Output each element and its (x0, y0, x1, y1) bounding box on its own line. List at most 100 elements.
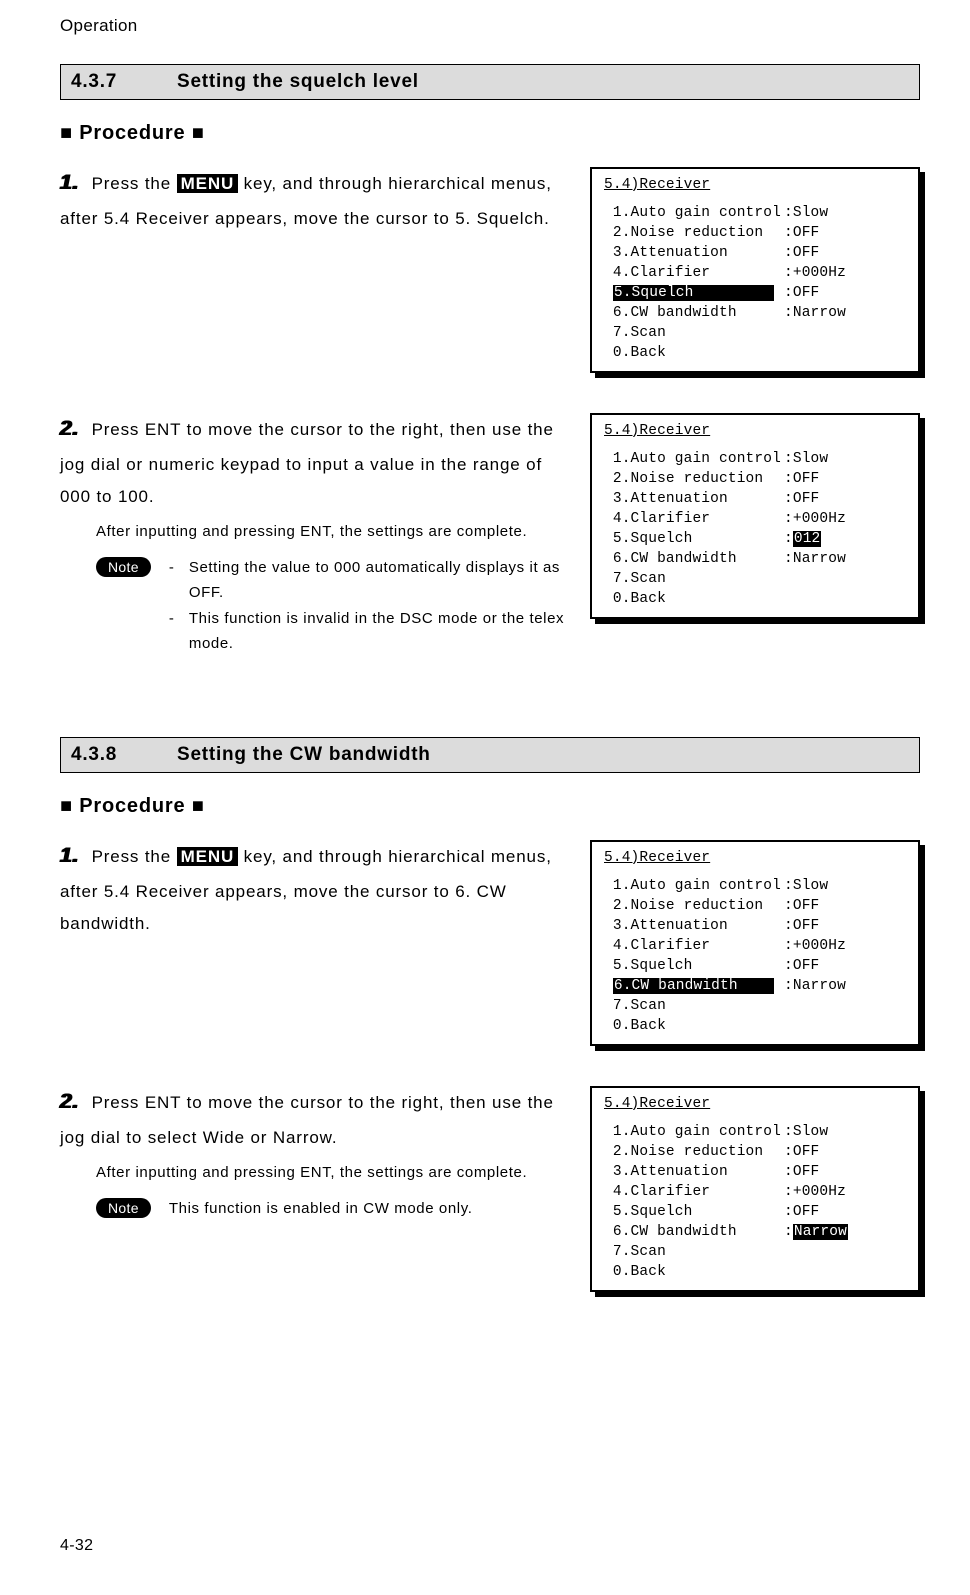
receiver-screen: 5.4)Receiver 1.Auto gain control:Slow 2.… (590, 413, 920, 619)
screen-row: 0.Back (604, 343, 906, 363)
screen-row-value: Narrow (793, 976, 906, 996)
screen-row-value: OFF (793, 243, 906, 263)
step-number: 2. (60, 409, 86, 449)
screen-row-label: 5.Squelch (604, 1202, 784, 1222)
note-row: Note -Setting the value to 000 automatic… (96, 555, 566, 657)
menu-key: MENU (177, 847, 238, 866)
screen-row-label: 1.Auto gain control (604, 1122, 784, 1142)
screen-row-value: OFF (793, 956, 906, 976)
screen-row-value: OFF (793, 1162, 906, 1182)
screen-row-colon: : (784, 1182, 793, 1202)
receiver-screen: 5.4)Receiver 1.Auto gain control:Slow 2.… (590, 167, 920, 373)
screen-row-value: Narrow (793, 303, 906, 323)
step-number: 1. (60, 163, 86, 203)
screen-row-colon: : (784, 1202, 793, 1222)
screen-row-label: 6.CW bandwidth (604, 976, 784, 996)
step-number: 2. (60, 1082, 86, 1122)
step-text: 1. Press the MENU key, and through hiera… (60, 163, 590, 235)
screen-row-colon: : (784, 936, 793, 956)
screen-row-label: 7.Scan (604, 323, 784, 343)
screen-row-value: +000Hz (793, 509, 906, 529)
screen-row-colon: : (784, 449, 793, 469)
note-body: This function is enabled in CW mode only… (169, 1196, 473, 1222)
screen-row: 6.CW bandwidth:Narrow (604, 1222, 906, 1242)
screen-row: 4.Clarifier:+000Hz (604, 263, 906, 283)
menu-key: MENU (177, 174, 238, 193)
step-text: 2. Press ENT to move the cursor to the r… (60, 409, 590, 657)
screen-row-colon: : (784, 1222, 793, 1242)
screen-row-label: 4.Clarifier (604, 1182, 784, 1202)
screen-row-colon: : (784, 303, 793, 323)
screen-row: 1.Auto gain control:Slow (604, 203, 906, 223)
screen-row-label: 1.Auto gain control (604, 203, 784, 223)
step-text-body: Press ENT to move the cursor to the righ… (60, 420, 554, 506)
screen-row-label: 2.Noise reduction (604, 896, 784, 916)
screen-row: 7.Scan (604, 569, 906, 589)
section-number: 4.3.7 (71, 71, 171, 93)
step-text-body: Press ENT to move the cursor to the righ… (60, 1093, 554, 1147)
screen-row: 3.Attenuation:OFF (604, 243, 906, 263)
screen-row: 4.Clarifier:+000Hz (604, 509, 906, 529)
screen-row-value: OFF (793, 896, 906, 916)
screen-row-value: Slow (793, 203, 906, 223)
bullet-dash: - (169, 606, 189, 657)
screen-row-label: 3.Attenuation (604, 489, 784, 509)
screen-row: 2.Noise reduction:OFF (604, 896, 906, 916)
screen-row-colon: : (784, 243, 793, 263)
screen-row-label: 7.Scan (604, 569, 784, 589)
screen-row: 4.Clarifier:+000Hz (604, 1182, 906, 1202)
screen-row-value: Slow (793, 876, 906, 896)
screen-row-value: Narrow (793, 549, 906, 569)
screen-row-label: 2.Noise reduction (604, 469, 784, 489)
step-instruction: 2. Press ENT to move the cursor to the r… (60, 1082, 566, 1154)
note-line: This function is enabled in CW mode only… (169, 1200, 473, 1217)
screen-row: 0.Back (604, 1262, 906, 1282)
screen-row-label: 7.Scan (604, 996, 784, 1016)
screen-row-label: 4.Clarifier (604, 936, 784, 956)
receiver-screen-inner: 5.4)Receiver 1.Auto gain control:Slow 2.… (590, 413, 920, 619)
screen-row-colon: : (784, 956, 793, 976)
screen-row-value: OFF (793, 489, 906, 509)
screen-row: 3.Attenuation:OFF (604, 1162, 906, 1182)
screen-row-label: 0.Back (604, 1262, 784, 1282)
step-row: 2. Press ENT to move the cursor to the r… (60, 409, 920, 657)
page-number: 4-32 (60, 1537, 93, 1555)
section-number: 4.3.8 (71, 744, 171, 766)
screen-row-label: 2.Noise reduction (604, 223, 784, 243)
screen-row: 1.Auto gain control:Slow (604, 876, 906, 896)
page: Operation 4.3.7 Setting the squelch leve… (0, 0, 970, 1595)
screen-row: 5.Squelch :OFF (604, 283, 906, 303)
screen-row-label: 1.Auto gain control (604, 449, 784, 469)
procedure-heading: ■ Procedure ■ (60, 122, 920, 145)
screen-row-value: 012 (793, 529, 906, 549)
screen-row-value: Narrow (793, 1222, 906, 1242)
screen-row: 6.CW bandwidth:Narrow (604, 549, 906, 569)
screen-row-label: 1.Auto gain control (604, 876, 784, 896)
screen-row-value: OFF (793, 469, 906, 489)
step-subtext: After inputting and pressing ENT, the se… (96, 519, 566, 545)
procedure-heading: ■ Procedure ■ (60, 795, 920, 818)
screen-row: 5.Squelch:OFF (604, 1202, 906, 1222)
screen-row-colon: : (784, 916, 793, 936)
screen-row-label: 5.Squelch (604, 956, 784, 976)
screen-row-colon: : (784, 489, 793, 509)
screen-row: 6.CW bandwidth :Narrow (604, 976, 906, 996)
screen-row: 2.Noise reduction:OFF (604, 469, 906, 489)
section-heading-438: 4.3.8 Setting the CW bandwidth (60, 737, 920, 773)
screen-row-colon: : (784, 469, 793, 489)
receiver-screen-inner: 5.4)Receiver 1.Auto gain control:Slow 2.… (590, 1086, 920, 1292)
step-instruction: 1. Press the MENU key, and through hiera… (60, 836, 566, 940)
screen-title: 5.4)Receiver (604, 175, 906, 195)
screen-row-value: Slow (793, 449, 906, 469)
screen-row-label: 4.Clarifier (604, 509, 784, 529)
screen-row-label: 6.CW bandwidth (604, 1222, 784, 1242)
screen-row: 0.Back (604, 589, 906, 609)
step-text-pre: Press the (92, 174, 177, 193)
screen-row-value: +000Hz (793, 263, 906, 283)
screen-row: 0.Back (604, 1016, 906, 1036)
step-row: 2. Press ENT to move the cursor to the r… (60, 1082, 920, 1292)
screen-row: 7.Scan (604, 1242, 906, 1262)
screen-row-colon: : (784, 223, 793, 243)
screen-row-label: 3.Attenuation (604, 916, 784, 936)
screen-row-label: 3.Attenuation (604, 1162, 784, 1182)
